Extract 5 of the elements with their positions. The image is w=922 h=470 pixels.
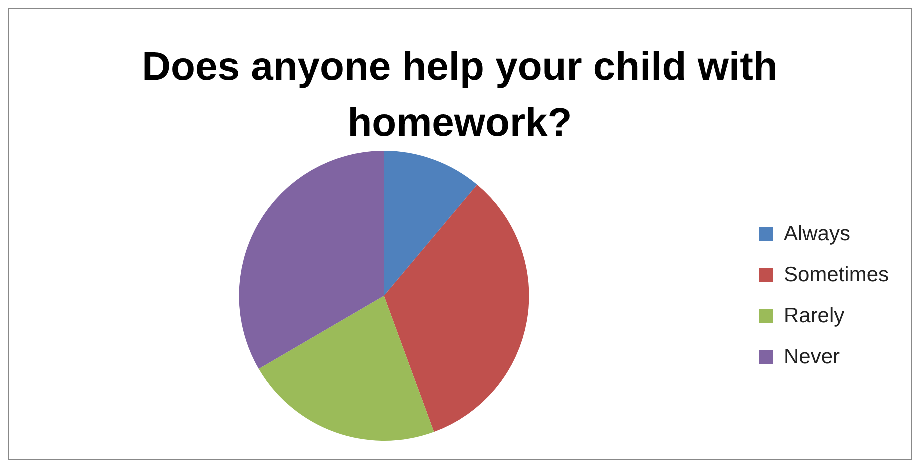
chart-title: Does anyone help your child with homework? — [141, 44, 779, 147]
legend-label: Sometimes — [784, 263, 889, 286]
legend-label: Always — [784, 222, 850, 246]
legend-label: Never — [784, 345, 840, 368]
legend-label: Rarely — [784, 304, 846, 328]
